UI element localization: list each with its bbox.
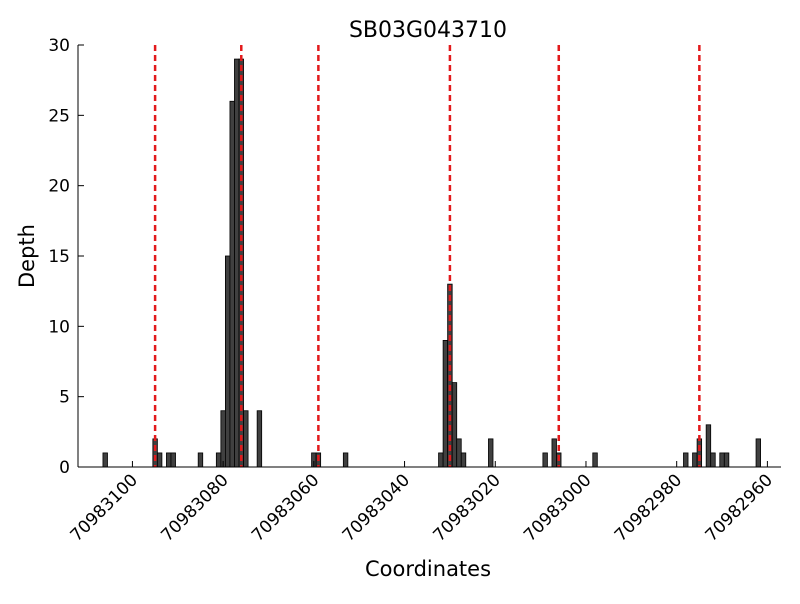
depth-bar [460, 452, 467, 468]
depth-bar [224, 255, 231, 468]
depth-bar [755, 438, 761, 468]
depth-bar [696, 438, 703, 468]
depth-bar [243, 410, 249, 468]
x-tick-label: 70983040 [339, 470, 414, 545]
depth-bar [234, 58, 240, 468]
depth-bar [197, 452, 204, 468]
x-tick-label: 70982980 [611, 470, 686, 545]
depth-bar [705, 424, 712, 468]
depth-bar [692, 452, 698, 468]
depth-bar [166, 452, 172, 468]
depth-bar [215, 452, 222, 468]
depth-bar [710, 452, 716, 468]
y-tick-label: 20 [48, 177, 70, 197]
depth-bar [438, 452, 444, 468]
depth-bar [456, 438, 462, 468]
x-tick-label: 70983060 [248, 470, 323, 545]
chart-title: SB03G043710 [349, 18, 507, 43]
x-axis-label: Coordinates [365, 557, 491, 581]
depth-bar [592, 452, 598, 468]
y-tick-label: 25 [48, 106, 70, 126]
depth-bar [256, 410, 263, 468]
depth-bar [542, 452, 548, 468]
depth-bar [683, 452, 689, 468]
depth-bar [152, 438, 158, 468]
depth-bar [719, 452, 725, 468]
y-tick-label: 5 [59, 388, 70, 408]
y-tick-label: 10 [48, 317, 70, 337]
depth-bar [551, 438, 557, 468]
depth-bar [723, 452, 730, 468]
depth-bar [229, 100, 235, 468]
depth-bar [156, 452, 163, 468]
x-tick-label: 70983080 [157, 470, 232, 545]
depth-bar [488, 438, 494, 468]
y-tick-label: 30 [48, 36, 70, 56]
bars-layer [102, 58, 761, 468]
y-tick-label: 0 [59, 458, 70, 478]
depth-bar [442, 339, 449, 468]
depth-bar [170, 452, 176, 468]
reference-lines-layer [153, 45, 701, 467]
x-tick-label: 70983000 [520, 470, 595, 545]
y-axis-label: Depth [15, 224, 39, 288]
depth-bar [220, 410, 226, 468]
depth-bar [342, 452, 349, 468]
x-tick-label: 70983100 [67, 470, 142, 545]
depth-bar [451, 382, 458, 468]
x-tick-label: 70983020 [429, 470, 504, 545]
y-tick-label: 15 [48, 247, 70, 267]
depth-bar [102, 452, 108, 468]
x-tick-label: 70982960 [702, 470, 777, 545]
